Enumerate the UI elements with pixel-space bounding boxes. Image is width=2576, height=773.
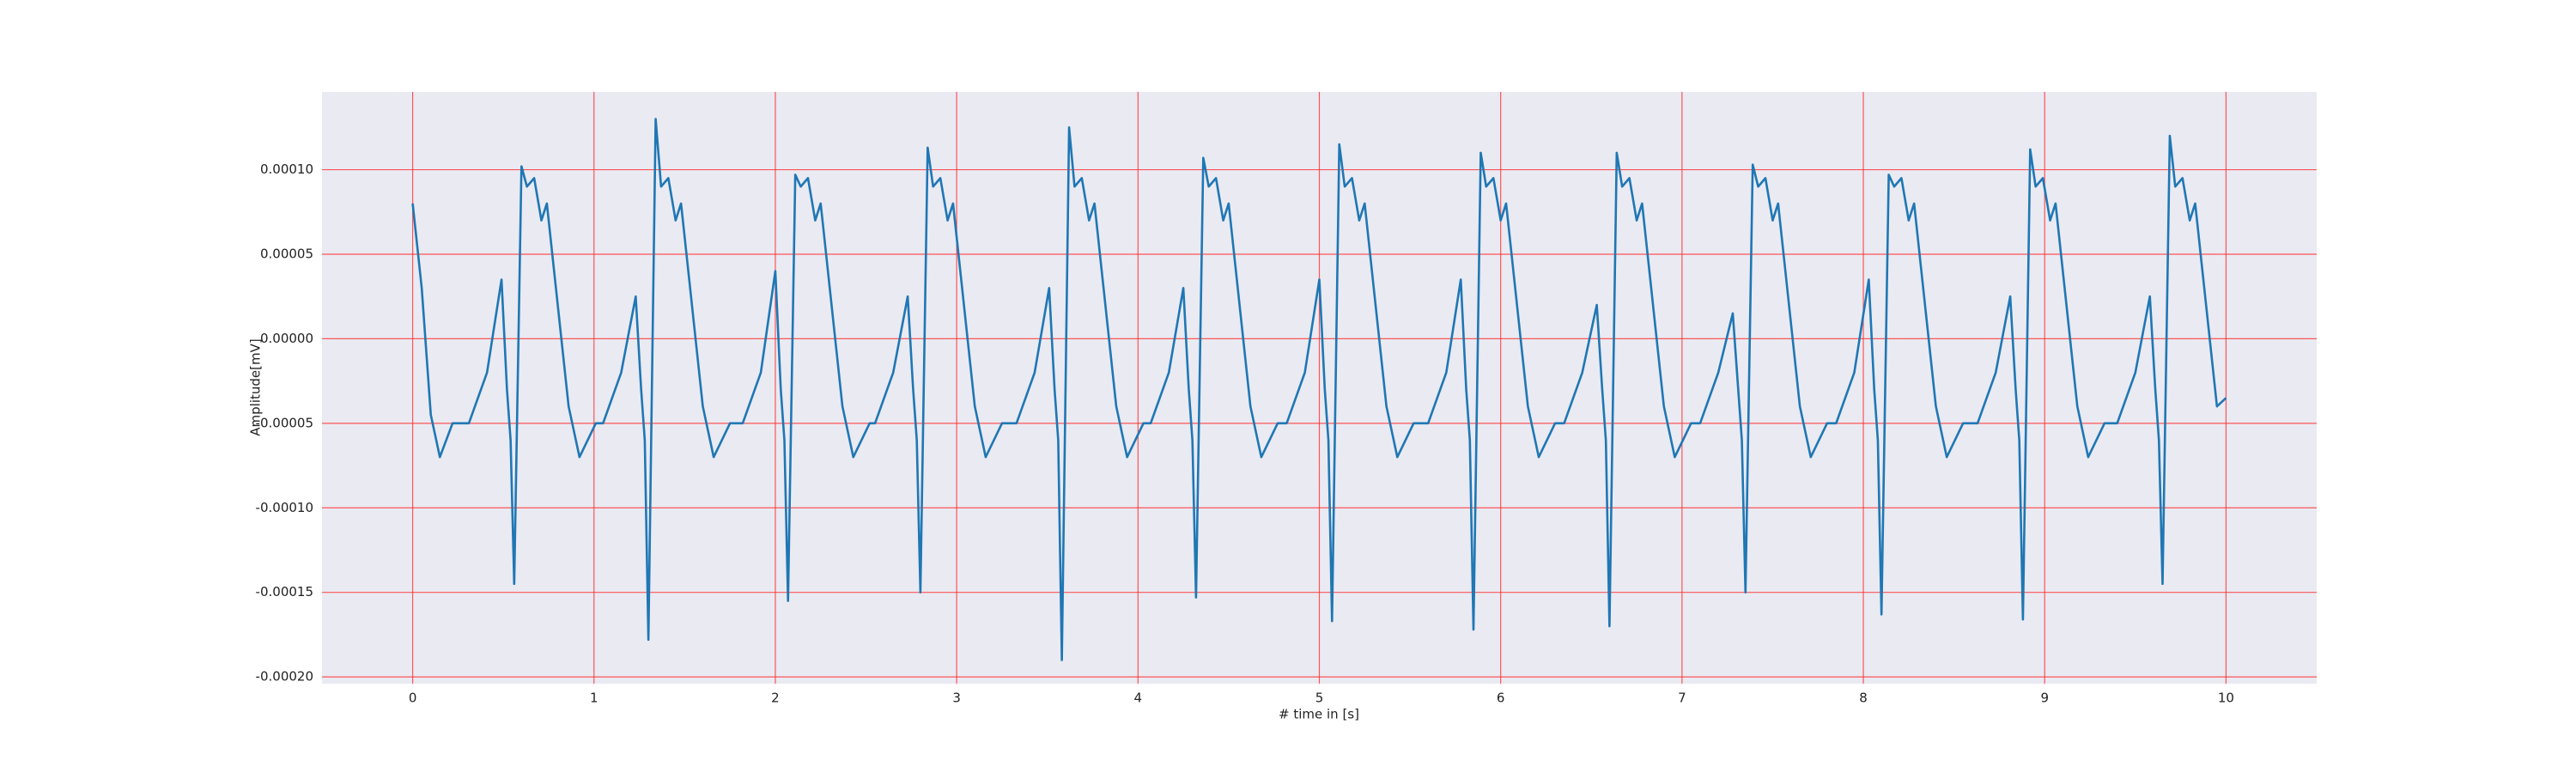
x-tick-label: 4 bbox=[1134, 691, 1143, 706]
x-tick-label: 10 bbox=[2218, 691, 2234, 706]
y-tick-label: 0.00005 bbox=[260, 246, 313, 261]
x-tick-label: 9 bbox=[2040, 691, 2049, 706]
x-tick-label: 2 bbox=[771, 691, 780, 706]
y-tick-label: -0.00005 bbox=[256, 415, 313, 430]
signal-line bbox=[411, 118, 2227, 661]
x-tick-label: 0 bbox=[409, 691, 417, 706]
y-axis-label: Amplitude[mV] bbox=[248, 338, 264, 435]
x-tick-label: 3 bbox=[952, 691, 961, 706]
x-tick-label: 8 bbox=[1859, 691, 1868, 706]
y-tick-label: -0.00020 bbox=[256, 669, 313, 685]
x-tick-label: 7 bbox=[1678, 691, 1686, 706]
y-tick-label: 0.00000 bbox=[260, 331, 313, 346]
y-tick-label: -0.00015 bbox=[256, 584, 313, 600]
y-tick-label: -0.00010 bbox=[256, 500, 313, 515]
y-tick-label: 0.00010 bbox=[260, 161, 313, 177]
x-axis-label: # time in [s] bbox=[1279, 707, 1359, 722]
x-tick-label: 6 bbox=[1497, 691, 1505, 706]
x-tick-label: 5 bbox=[1315, 691, 1324, 706]
x-tick-label: 1 bbox=[590, 691, 598, 706]
